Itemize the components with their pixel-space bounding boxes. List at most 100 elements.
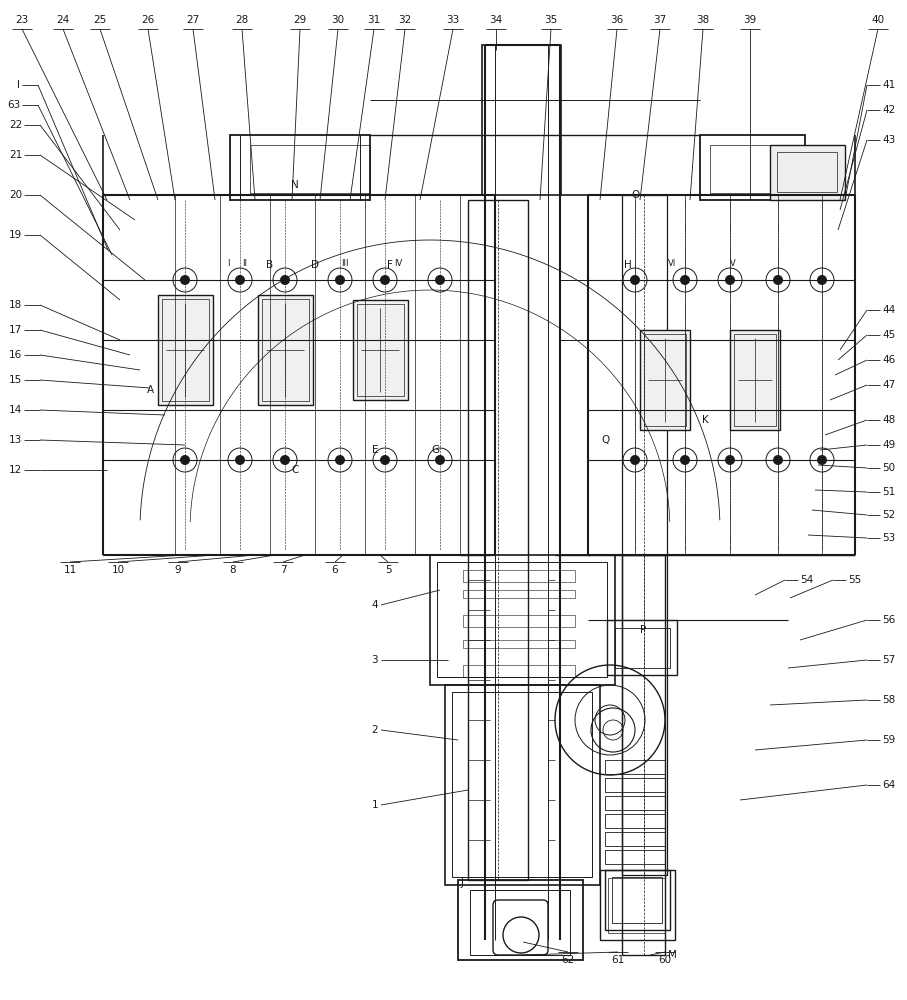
Text: 53: 53: [882, 533, 895, 543]
Circle shape: [817, 275, 827, 285]
Text: 61: 61: [611, 955, 625, 965]
Text: 29: 29: [293, 15, 307, 25]
Text: 52: 52: [882, 510, 895, 520]
Circle shape: [235, 275, 245, 285]
Text: 60: 60: [658, 955, 671, 965]
Text: 48: 48: [882, 415, 895, 425]
Bar: [158, 295, 213, 405]
Text: M: M: [668, 950, 677, 960]
Text: 40: 40: [872, 15, 884, 25]
Text: 24: 24: [56, 15, 70, 25]
Bar: [230, 135, 370, 200]
Text: G: G: [431, 445, 439, 455]
Bar: [644, 334, 686, 426]
Text: 64: 64: [882, 780, 895, 790]
Text: 42: 42: [882, 105, 895, 115]
Text: F: F: [387, 260, 393, 270]
Text: 11: 11: [63, 565, 76, 575]
Circle shape: [180, 455, 190, 465]
Text: 59: 59: [882, 735, 895, 745]
Text: 16: 16: [9, 350, 22, 360]
Bar: [710, 145, 795, 193]
Bar: [468, 200, 528, 880]
Bar: [605, 760, 665, 774]
Text: 31: 31: [367, 15, 381, 25]
Text: 12: 12: [9, 465, 22, 475]
Bar: [463, 570, 575, 582]
Bar: [605, 850, 665, 864]
Circle shape: [335, 455, 345, 465]
Text: VI: VI: [668, 259, 676, 268]
Text: 41: 41: [882, 80, 895, 90]
Text: 32: 32: [398, 15, 412, 25]
Bar: [430, 555, 615, 685]
Text: 34: 34: [490, 15, 502, 25]
Circle shape: [725, 275, 735, 285]
Bar: [770, 145, 845, 200]
Bar: [607, 620, 677, 675]
Bar: [734, 334, 776, 426]
Circle shape: [280, 275, 290, 285]
Text: 6: 6: [332, 565, 338, 575]
Text: 50: 50: [882, 463, 895, 473]
Bar: [622, 555, 665, 955]
Circle shape: [773, 275, 783, 285]
Text: E: E: [372, 445, 378, 455]
Bar: [640, 330, 690, 430]
Bar: [730, 330, 780, 430]
Text: 57: 57: [882, 655, 895, 665]
Text: 2: 2: [371, 725, 378, 735]
Bar: [482, 45, 561, 195]
Text: B: B: [267, 260, 274, 270]
Text: 45: 45: [882, 330, 895, 340]
Text: 47: 47: [882, 380, 895, 390]
Circle shape: [235, 455, 245, 465]
Text: 18: 18: [9, 300, 22, 310]
Text: 43: 43: [882, 135, 895, 145]
Text: 38: 38: [697, 15, 709, 25]
Bar: [615, 628, 670, 668]
Circle shape: [380, 455, 390, 465]
Bar: [262, 299, 309, 401]
Text: 7: 7: [279, 565, 287, 575]
Bar: [437, 562, 607, 677]
Text: 56: 56: [882, 615, 895, 625]
Bar: [612, 877, 662, 923]
Text: 26: 26: [141, 15, 154, 25]
Bar: [452, 692, 592, 877]
Text: 46: 46: [882, 355, 895, 365]
Text: 62: 62: [561, 955, 575, 965]
Bar: [463, 590, 575, 598]
Text: K: K: [702, 415, 708, 425]
Text: 37: 37: [653, 15, 667, 25]
Text: 58: 58: [882, 695, 895, 705]
Text: 9: 9: [175, 565, 181, 575]
Text: Q: Q: [600, 435, 610, 445]
Bar: [600, 870, 675, 940]
Bar: [458, 880, 583, 960]
Text: III: III: [341, 259, 349, 268]
Bar: [463, 615, 575, 627]
Bar: [700, 135, 805, 200]
Circle shape: [380, 275, 390, 285]
Circle shape: [680, 455, 690, 465]
Circle shape: [630, 455, 640, 465]
Bar: [777, 152, 837, 192]
Circle shape: [773, 455, 783, 465]
Bar: [622, 195, 667, 875]
Circle shape: [180, 275, 190, 285]
Text: 63: 63: [6, 100, 20, 110]
Text: O: O: [631, 190, 639, 200]
Text: 17: 17: [9, 325, 22, 335]
Text: 14: 14: [9, 405, 22, 415]
Bar: [463, 665, 575, 677]
Text: 55: 55: [848, 575, 862, 585]
Bar: [605, 870, 670, 930]
Bar: [463, 640, 575, 648]
Text: I: I: [227, 259, 229, 268]
Text: 33: 33: [446, 15, 460, 25]
Text: 21: 21: [9, 150, 22, 160]
Text: 35: 35: [544, 15, 558, 25]
Text: 54: 54: [800, 575, 814, 585]
Text: 23: 23: [15, 15, 29, 25]
